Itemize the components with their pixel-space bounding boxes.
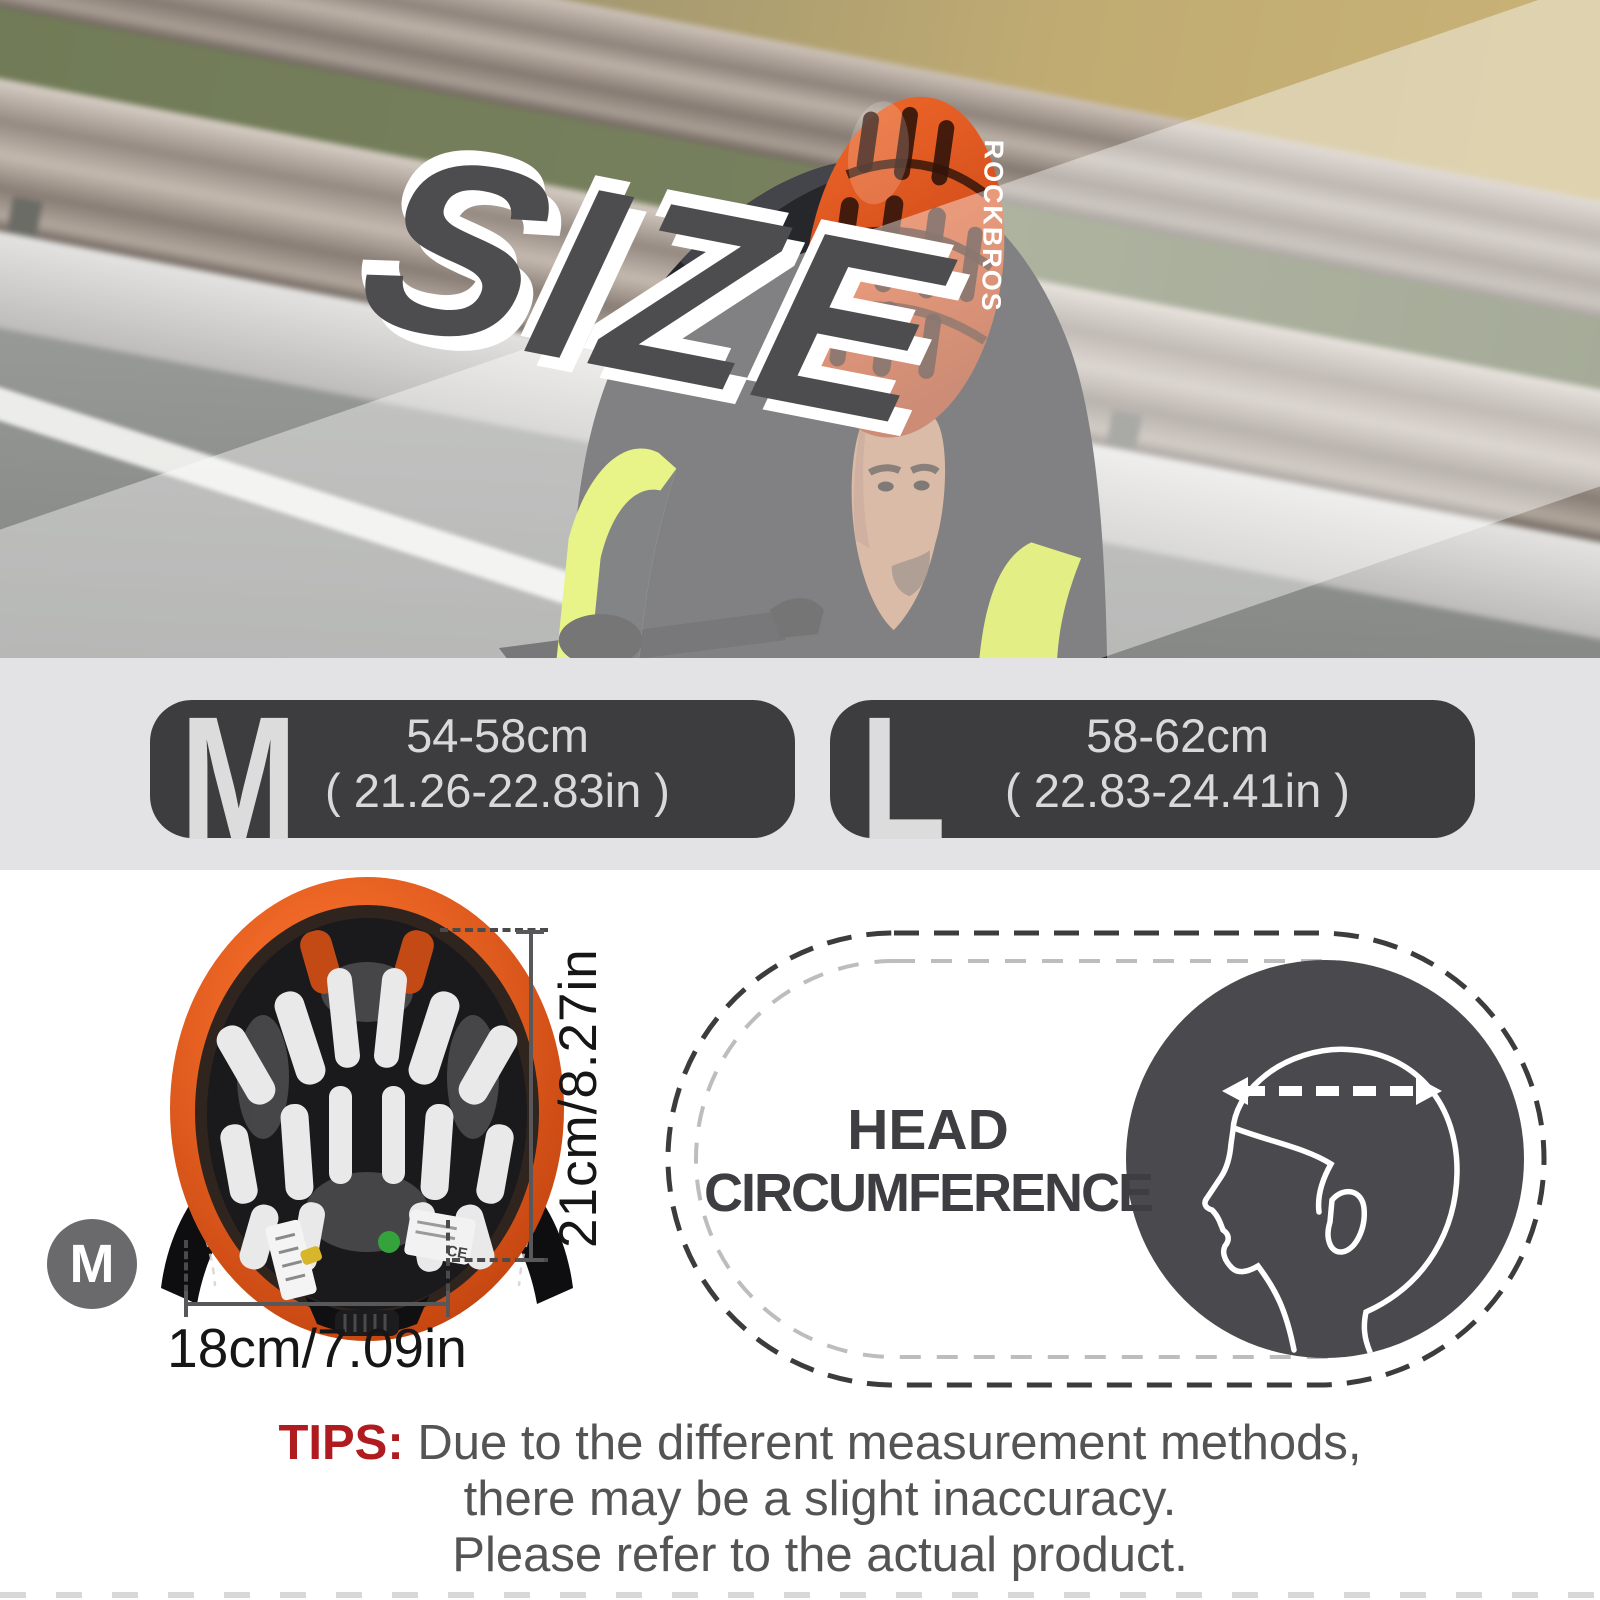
height-tick-top [516,930,544,934]
tips-label: TIPS: [278,1416,404,1470]
green-sticker [378,1231,400,1253]
size-range-cm: 54-58cm [406,709,589,762]
helmet-top-view: CE [161,877,573,1341]
size-range-in: ( 21.26-22.83in ) [325,763,670,817]
cyclist-illustration: ROCKBROS [498,96,1108,658]
hero-photo: ROCKBROS SIZE [0,0,1600,658]
size-letter-l: L [860,681,947,877]
size-badge-l: L 58-62cm ( 22.83-24.41in ) [830,691,1475,867]
size-range-in: ( 22.83-24.41in ) [1005,763,1350,817]
rear-adjuster [305,1296,429,1336]
helmet-brand-text: ROCKBROS [976,139,1009,312]
glove [558,614,643,658]
head-profile-circle [1126,960,1524,1358]
head-label-line1: HEAD [847,1098,1009,1162]
head-circumference-diagram [665,930,1547,1388]
width-guide-right [446,1220,450,1304]
head-circumference-label: HEAD CIRCUMFERENCE [700,1098,1156,1223]
tips-line2: there may be a slight inaccuracy. [463,1471,1177,1526]
tips-text: TIPS: Due to the different measurement m… [0,1416,1600,1584]
rider-forearm [590,468,677,658]
size-range-l: 58-62cm ( 22.83-24.41in ) [970,710,1385,820]
height-tick-bottom [516,1258,544,1262]
width-tick-left [184,1291,188,1317]
head-label-line2: CIRCUMFERENCE [703,1163,1154,1223]
height-guide-bottom [452,1258,548,1262]
yellow-sticker [300,1246,323,1265]
measure-arrow-icon [1222,1077,1442,1105]
size-range-m: 54-58cm ( 21.26-22.83in ) [290,710,705,820]
size-badge-m: M 54-58cm ( 21.26-22.83in ) [150,691,795,867]
height-dimension-line [529,932,533,1262]
tips-line1-text: Due to the different measurement methods… [417,1416,1362,1470]
width-dimension-line [186,1302,450,1306]
outer-dashed-capsule [665,930,1547,1388]
height-guide-top [440,928,548,932]
width-dimension-label: 18cm/7.09in [167,1317,467,1379]
size-range-cm: 58-62cm [1086,709,1269,762]
tips-line3: Please refer to the actual product. [452,1527,1188,1582]
bottom-crop-dashes [0,1592,1600,1598]
width-tick-right [446,1291,450,1317]
size-letter-m: M [180,681,298,877]
jersey-highlight [680,159,898,282]
ce-mark: CE [445,1243,468,1263]
height-dimension-label: 21cm/8.27in [549,948,608,1248]
neon-leg-stripe [979,542,1082,658]
rider-face [851,406,946,631]
hero-helmet: ROCKBROS [804,96,1009,438]
tips-line1: TIPS: Due to the different measurement m… [0,1416,1600,1472]
size-m-circle-badge: M [47,1219,137,1309]
size-m-circle-letter: M [69,1234,115,1294]
head-profile-icon [1202,1046,1460,1355]
vent-slots [216,930,518,1272]
inner-dashed-capsule [694,959,1518,1359]
width-guide-left [184,1240,188,1304]
brake-hood [770,598,824,639]
interior-labels: CE [265,1209,476,1301]
